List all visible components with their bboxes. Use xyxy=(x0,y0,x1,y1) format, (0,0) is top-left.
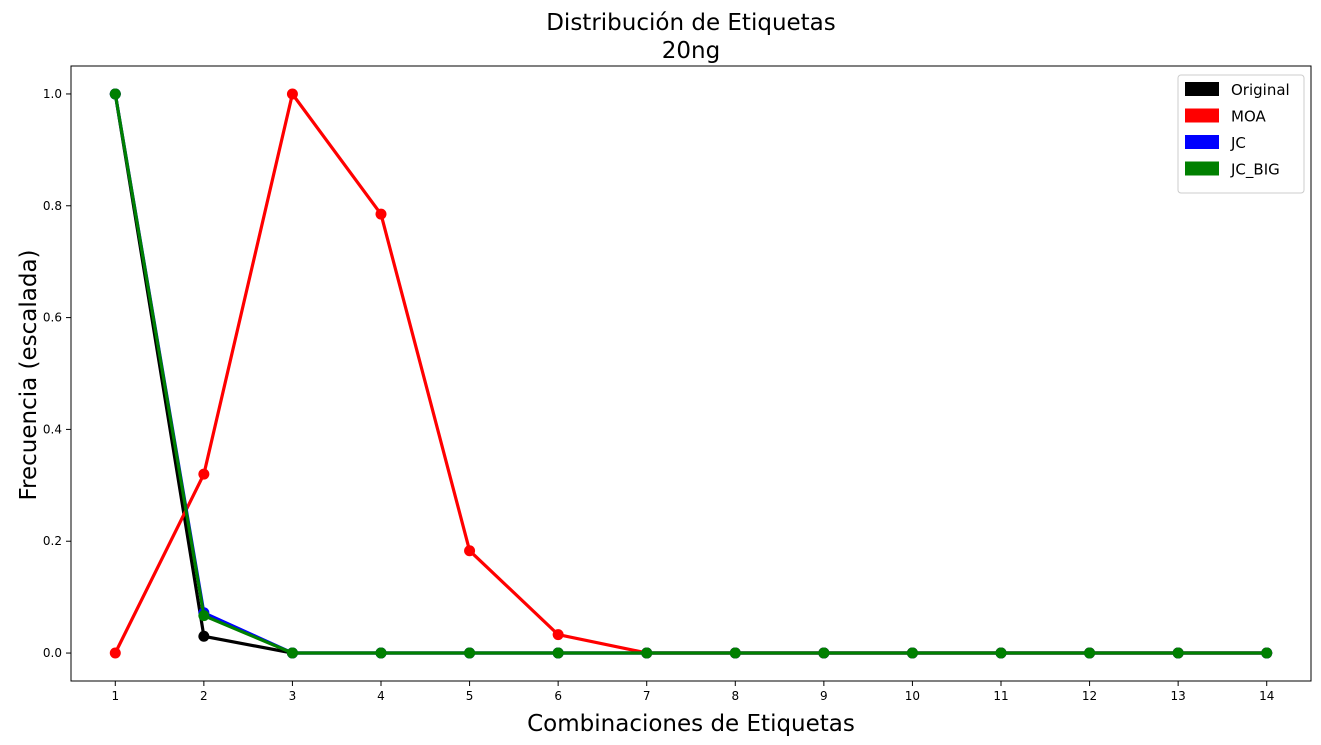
plot-area: 1 2 3 4 5 6 7 8 9 10 11 12 13 140.00.20.40.60.81.0 xyxy=(43,65,1312,703)
data-point-jc-big xyxy=(198,610,210,622)
legend-swatch xyxy=(1185,82,1219,96)
data-point-jc-big xyxy=(729,647,741,659)
x-tick-label: 14 xyxy=(1259,689,1274,703)
x-tick-label: 8 xyxy=(731,689,739,703)
data-point-moa xyxy=(464,545,476,557)
data-point-moa xyxy=(375,208,387,220)
legend: Original MOA JC JC_BIG xyxy=(1177,74,1305,194)
x-tick-label: 11 xyxy=(993,689,1008,703)
y-axis-label: Frecuencia (escalada) xyxy=(16,249,42,500)
data-point-jc-big xyxy=(995,647,1007,659)
data-point-jc-big xyxy=(552,647,564,659)
x-tick-label: 10 xyxy=(905,689,920,703)
data-point-moa xyxy=(109,647,121,659)
data-point-jc-big xyxy=(641,647,653,659)
data-point-jc-big xyxy=(464,647,476,659)
y-tick-label: 0.0 xyxy=(43,646,62,660)
data-point-jc-big xyxy=(375,647,387,659)
chart-subtitle: 20ng xyxy=(662,38,720,64)
y-tick-label: 0.6 xyxy=(43,311,62,325)
series-line-moa xyxy=(113,92,1267,655)
x-tick-label: 7 xyxy=(643,689,651,703)
data-point-jc-big xyxy=(1172,647,1184,659)
legend-label: JC_BIG xyxy=(1230,161,1280,180)
legend-label: MOA xyxy=(1231,108,1266,126)
x-tick-label: 9 xyxy=(820,689,828,703)
data-point-moa xyxy=(286,88,298,100)
x-tick-label: 6 xyxy=(554,689,562,703)
legend-swatch xyxy=(1185,135,1219,149)
y-tick-label: 0.8 xyxy=(43,199,62,213)
data-point-jc-big xyxy=(1084,647,1096,659)
y-tick-label: 0.2 xyxy=(43,534,62,548)
data-point-moa xyxy=(552,629,564,641)
x-tick-label: 13 xyxy=(1171,689,1186,703)
data-point-original xyxy=(198,630,210,642)
y-tick-label: 0.4 xyxy=(43,422,62,436)
data-point-jc-big xyxy=(818,647,830,659)
x-tick-label: 2 xyxy=(200,689,208,703)
legend-swatch xyxy=(1185,161,1219,176)
legend-swatch xyxy=(1185,108,1219,123)
data-point-jc-big xyxy=(286,647,298,659)
x-axis-label: Combinaciones de Etiquetas xyxy=(527,711,855,737)
legend-label: Original xyxy=(1231,81,1290,99)
data-point-jc-big xyxy=(906,647,918,659)
y-tick-label: 1.0 xyxy=(43,87,62,101)
plot-frame xyxy=(70,65,1312,682)
series-line-jc-big xyxy=(113,93,1267,655)
series-line-jc xyxy=(113,93,1267,655)
x-tick-label: 12 xyxy=(1082,689,1097,703)
x-tick-label: 4 xyxy=(377,689,385,703)
series-line-original xyxy=(113,93,1267,655)
legend-label: JC xyxy=(1230,134,1246,152)
data-point-jc-big xyxy=(1261,647,1273,659)
data-point-moa xyxy=(198,468,210,480)
data-point-jc-big xyxy=(109,88,121,100)
x-tick-label: 5 xyxy=(466,689,474,703)
chart-title: Distribución de Etiquetas xyxy=(546,10,836,36)
x-tick-label: 1 xyxy=(111,689,119,703)
x-tick-label: 3 xyxy=(289,689,297,703)
